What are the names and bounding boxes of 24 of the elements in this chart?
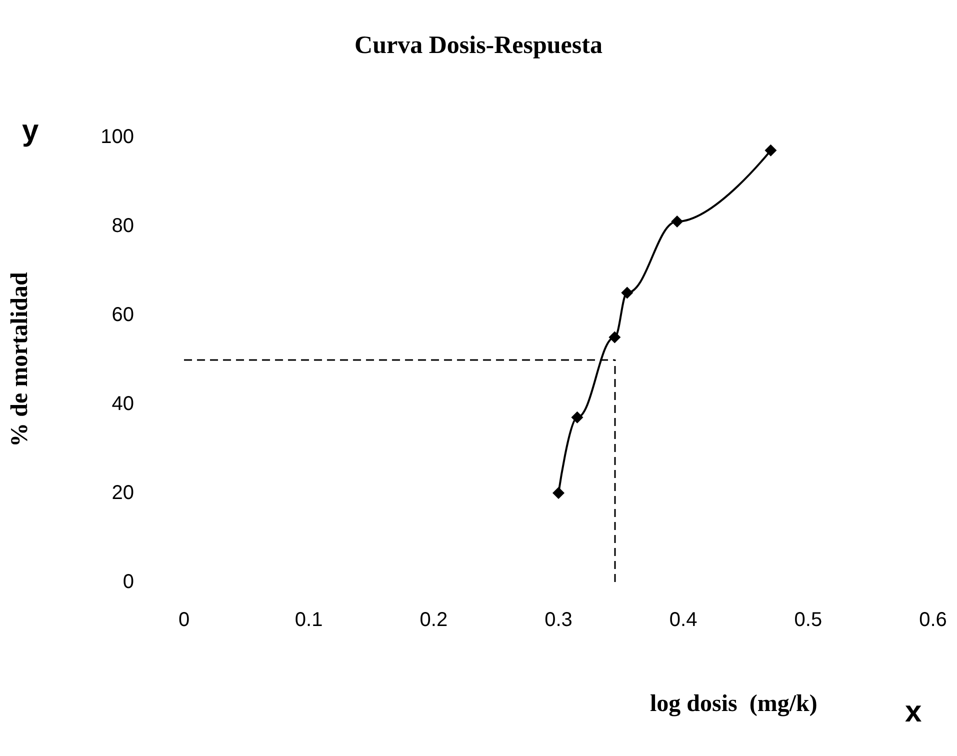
point (764, 144, 777, 156)
x-tick-label: 0 (178, 609, 190, 631)
point (671, 216, 684, 228)
text: x (905, 696, 922, 728)
y-tick-label: 80 (112, 215, 134, 237)
chart-title: Curva Dosis-Respuesta (354, 32, 603, 59)
text: y (22, 114, 39, 148)
x-tick-label: 0.3 (544, 609, 572, 631)
point (621, 286, 634, 299)
x-tick-label: 0.1 (294, 609, 323, 631)
y-tick-label: 0 (122, 571, 134, 593)
y-tick-label: 60 (112, 304, 134, 326)
x-tick-label: 0.4 (669, 609, 698, 631)
x-tick-label: 0.2 (420, 609, 448, 631)
y-axis-title: % de mortalidad (7, 272, 33, 447)
point (608, 331, 621, 344)
point (552, 487, 564, 499)
y-tick-label: 20 (112, 482, 134, 504)
y-tick-label: 100 (100, 126, 134, 148)
y-tick-label: 40 (112, 393, 134, 415)
x-axis-title: log dosis (mg/k) (650, 691, 818, 717)
x-tick-label: 0.5 (794, 609, 822, 631)
x-tick-label: 0.6 (919, 609, 947, 631)
point (571, 411, 584, 424)
